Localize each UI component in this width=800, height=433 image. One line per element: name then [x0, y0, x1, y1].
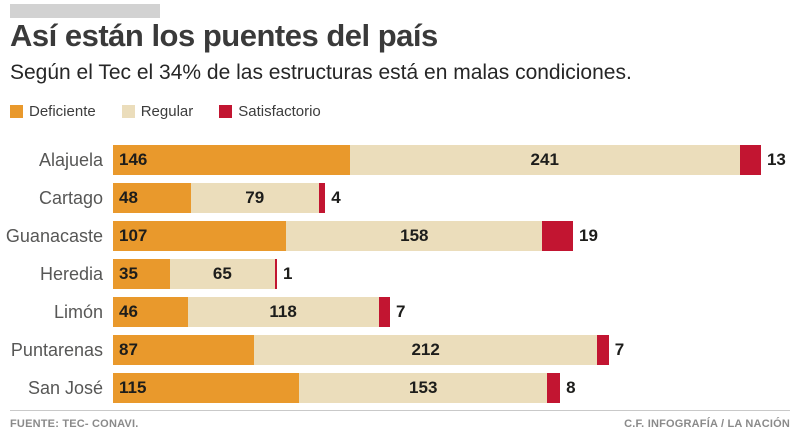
- legend-swatch-icon: [10, 105, 23, 118]
- stacked-bar: 87 212 7: [113, 335, 624, 365]
- bar-segment-deficiente: 115: [113, 373, 300, 403]
- stacked-bar: 46 118 7: [113, 297, 405, 327]
- kicker-band: [10, 4, 160, 18]
- bar-segment-satisfactorio: [597, 335, 609, 365]
- category-label: Heredia: [39, 263, 103, 284]
- category-label: Cartago: [38, 187, 103, 208]
- value-label: 212: [411, 340, 440, 359]
- credit-text: C.F. INFOGRAFÍA / LA NACIÓN: [624, 418, 790, 430]
- bar-segment-deficiente: 35: [113, 259, 170, 289]
- value-label: 19: [579, 226, 598, 245]
- bar-row: Cartago 48 79 4: [0, 183, 800, 213]
- bar-chart: Alajuela 146 241 13 Cartago 48 79 4 Guanacaste 10…: [0, 145, 800, 411]
- bar-segment-deficiente: 146: [113, 145, 350, 175]
- legend-item-deficiente: Deficiente: [10, 103, 96, 120]
- stacked-bar: 115 153 8: [113, 373, 576, 403]
- value-label: 7: [614, 340, 625, 359]
- stacked-bar: 107 158 19: [113, 221, 598, 251]
- category-label: Guanacaste: [5, 225, 103, 246]
- bar-row: Guanacaste 107 158 19: [0, 221, 800, 251]
- bar-row: Alajuela 146 241 13: [0, 145, 800, 175]
- stacked-bar: 48 79 4: [113, 183, 341, 213]
- bar-segment-regular: 118: [187, 297, 379, 327]
- value-label: 48: [119, 188, 138, 207]
- value-label: 1: [282, 264, 293, 283]
- legend-label: Regular: [140, 103, 194, 120]
- page-title: Así están los puentes del país: [10, 18, 438, 53]
- bar-segment-deficiente: 48: [113, 183, 191, 213]
- bar-segment-regular: 212: [253, 335, 598, 365]
- bar-segment-regular: 158: [286, 221, 543, 251]
- value-label: 46: [119, 302, 138, 321]
- value-label: 7: [396, 302, 406, 321]
- category-label: Alajuela: [38, 149, 103, 170]
- value-label: 115: [119, 378, 147, 397]
- bar-segment-regular: 241: [349, 145, 740, 175]
- bar-segment-deficiente: 87: [113, 335, 254, 365]
- legend-swatch-icon: [121, 105, 135, 118]
- bar-segment-satisfactorio: [274, 259, 277, 289]
- value-label: 241: [530, 150, 559, 169]
- bar-segment-satisfactorio: [542, 221, 574, 251]
- bar-segment-satisfactorio: [547, 373, 561, 403]
- category-label: Puntarenas: [10, 339, 103, 360]
- bar-segment-regular: 79: [190, 183, 319, 213]
- page-subtitle: Según el Tec el 34% de las estructuras e…: [10, 61, 632, 84]
- category-label: Limón: [53, 301, 103, 322]
- value-label: 107: [119, 226, 148, 245]
- value-label: 65: [212, 264, 232, 283]
- value-label: 158: [400, 226, 429, 245]
- bar-segment-deficiente: 46: [113, 297, 188, 327]
- bar-row: Puntarenas 87 212 7: [0, 335, 800, 365]
- value-label: 4: [331, 188, 341, 207]
- value-label: 146: [119, 150, 148, 169]
- value-label: 153: [409, 378, 438, 397]
- bar-segment-satisfactorio: [318, 183, 326, 213]
- footer: FUENTE: TEC- CONAVI. C.F. INFOGRAFÍA / L…: [10, 410, 790, 430]
- value-label: 35: [119, 264, 138, 283]
- category-label: San José: [27, 377, 103, 398]
- bar-row: Limón 46 118 7: [0, 297, 800, 327]
- value-label: 87: [119, 340, 138, 359]
- value-label: 13: [766, 150, 786, 169]
- legend-label: Deficiente: [29, 103, 96, 120]
- legend-label: Satisfactorio: [238, 103, 321, 120]
- value-label: 79: [245, 188, 265, 207]
- legend-swatch-icon: [219, 105, 233, 118]
- legend-item-satisfactorio: Satisfactorio: [219, 103, 321, 120]
- bar-segment-deficiente: 107: [113, 221, 287, 251]
- legend: Deficiente Regular Satisfactorio: [10, 103, 321, 120]
- legend-item-regular: Regular: [121, 103, 194, 120]
- bar-row: Heredia 35 65 1: [0, 259, 800, 289]
- stacked-bar: 35 65 1: [113, 259, 292, 289]
- source-text: FUENTE: TEC- CONAVI.: [10, 418, 139, 430]
- value-label: 118: [269, 302, 297, 321]
- bar-segment-regular: 153: [299, 373, 548, 403]
- bar-segment-satisfactorio: [739, 145, 761, 175]
- value-label: 8: [566, 378, 576, 397]
- stacked-bar: 146 241 13: [113, 145, 786, 175]
- bar-segment-regular: 65: [169, 259, 275, 289]
- bar-row: San José 115 153 8: [0, 373, 800, 403]
- bar-segment-satisfactorio: [378, 297, 390, 327]
